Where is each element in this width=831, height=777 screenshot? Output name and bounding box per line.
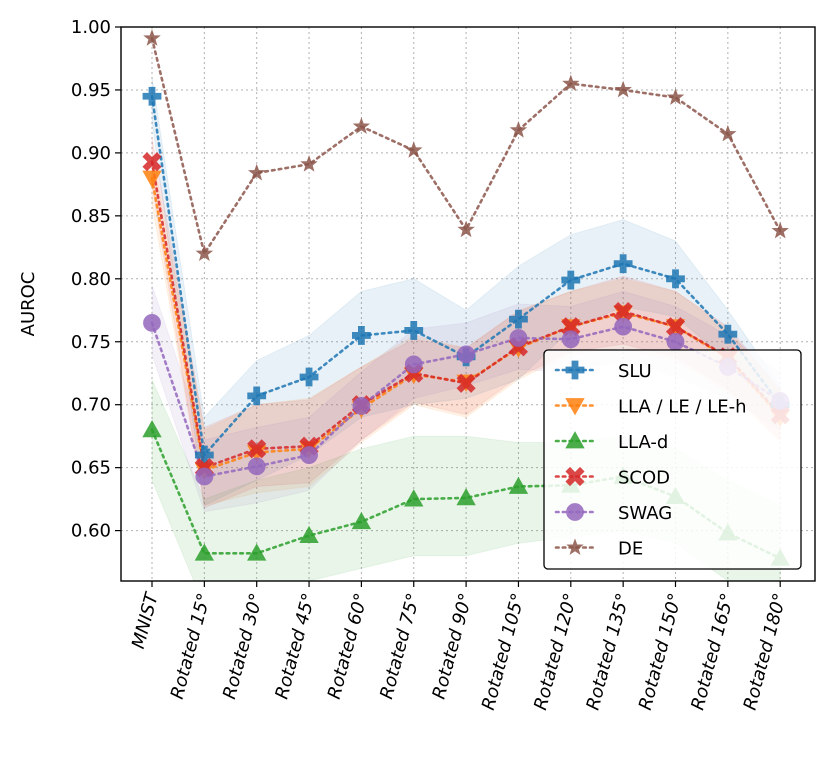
x-tick-label: MNIST <box>128 589 163 651</box>
legend-marker-scod <box>565 466 585 487</box>
point-de <box>771 221 789 239</box>
point-lla-d <box>299 525 319 544</box>
point-scod <box>247 439 267 459</box>
legend-marker-de <box>566 538 584 555</box>
point-lla-d <box>142 420 162 438</box>
x-tick-label: Rotated 90° <box>428 591 476 702</box>
y-tick-label: 0.90 <box>71 143 111 164</box>
x-tick-label: Rotated 105° <box>478 591 529 713</box>
legend: SLU LLA / LE / LE-h LLA-d SCOD SWAG DE <box>543 349 802 570</box>
point-slu <box>142 86 162 106</box>
point-swag <box>561 330 580 349</box>
legend-marker-lla-d <box>565 431 585 449</box>
point-slu <box>561 270 581 290</box>
point-de <box>143 29 161 46</box>
legend-label-de: DE <box>618 539 643 560</box>
legend-label-swag: SWAG <box>618 503 672 524</box>
x-tick-label: Rotated 165° <box>687 591 738 713</box>
point-de <box>247 163 266 181</box>
x-axis-ticks: MNIST Rotated 15° Rotated 30° Rotated 45° Ro… <box>128 581 791 712</box>
point-scod <box>613 301 633 322</box>
point-slu <box>247 386 267 406</box>
point-swag <box>195 467 214 486</box>
point-slu <box>718 324 738 344</box>
point-de <box>666 88 685 105</box>
y-axis-ticks: 0.60 0.65 0.70 0.75 0.80 0.85 0.90 0.95 1.00 <box>71 17 121 542</box>
legend-label-lla-le-le-h: LLA / LE / LE-h <box>618 397 747 418</box>
y-tick-label: 0.85 <box>71 206 111 227</box>
point-slu <box>613 254 633 274</box>
x-tick-label: Rotated 180° <box>740 591 791 713</box>
point-de <box>614 80 632 98</box>
point-swag <box>509 329 528 347</box>
point-lla-d <box>508 476 529 494</box>
point-scod <box>665 317 686 337</box>
point-lla-d <box>194 543 215 561</box>
point-de <box>719 124 737 142</box>
point-de <box>405 141 423 158</box>
point-lla-d <box>351 511 372 530</box>
point-lla-d <box>247 543 267 561</box>
point-scod <box>561 317 581 337</box>
y-tick-label: 0.65 <box>71 458 111 479</box>
point-swag <box>457 345 476 364</box>
point-swag <box>247 457 266 476</box>
point-scod <box>456 373 476 393</box>
y-tick-label: 1.00 <box>71 17 111 38</box>
x-tick-label: Rotated 30° <box>219 591 267 702</box>
point-de <box>195 244 214 262</box>
plot-frame <box>120 26 816 582</box>
point-slu <box>404 321 424 340</box>
point-de <box>457 220 475 238</box>
point-slu <box>299 367 319 387</box>
point-lla-d <box>456 488 476 506</box>
legend-label-slu: SLU <box>618 361 652 382</box>
point-swag <box>666 332 685 351</box>
point-swag <box>143 313 161 332</box>
point-de <box>352 117 371 134</box>
legend-label-scod: SCOD <box>618 468 670 489</box>
y-tick-label: 0.95 <box>71 80 111 101</box>
point-swag <box>352 397 371 415</box>
point-swag <box>404 355 423 374</box>
point-de <box>300 155 318 172</box>
point-slu <box>351 326 371 345</box>
legend-label-lla-d: LLA-d <box>618 432 668 453</box>
point-swag <box>300 446 318 464</box>
legend-box <box>543 349 802 570</box>
y-tick-label: 0.60 <box>71 521 111 542</box>
point-de <box>562 74 580 92</box>
y-tick-label: 0.75 <box>71 332 111 353</box>
series-markers <box>142 29 790 566</box>
x-tick-label: Rotated 150° <box>635 591 686 713</box>
point-lla-le-le-h <box>142 170 162 188</box>
x-tick-label: Rotated 75° <box>376 591 424 702</box>
x-tick-label: Rotated 45° <box>271 591 319 702</box>
y-tick-label: 0.80 <box>71 269 111 290</box>
x-tick-label: Rotated 15° <box>167 591 215 702</box>
x-tick-label: Rotated 60° <box>324 591 372 702</box>
point-lla-d <box>404 489 424 507</box>
point-slu <box>666 269 685 289</box>
x-tick-label: Rotated 120° <box>530 591 581 713</box>
point-swag <box>614 317 633 336</box>
point-scod <box>142 152 162 172</box>
point-de <box>509 121 528 138</box>
y-axis-label: AUROC <box>18 272 39 337</box>
legend-marker-slu <box>565 360 585 380</box>
point-slu <box>509 309 528 329</box>
legend-marker-swag <box>566 503 584 521</box>
x-tick-label: Rotated 135° <box>583 591 634 713</box>
legend-marker-lla-le-le-h <box>565 398 585 416</box>
y-tick-label: 0.70 <box>71 395 111 416</box>
